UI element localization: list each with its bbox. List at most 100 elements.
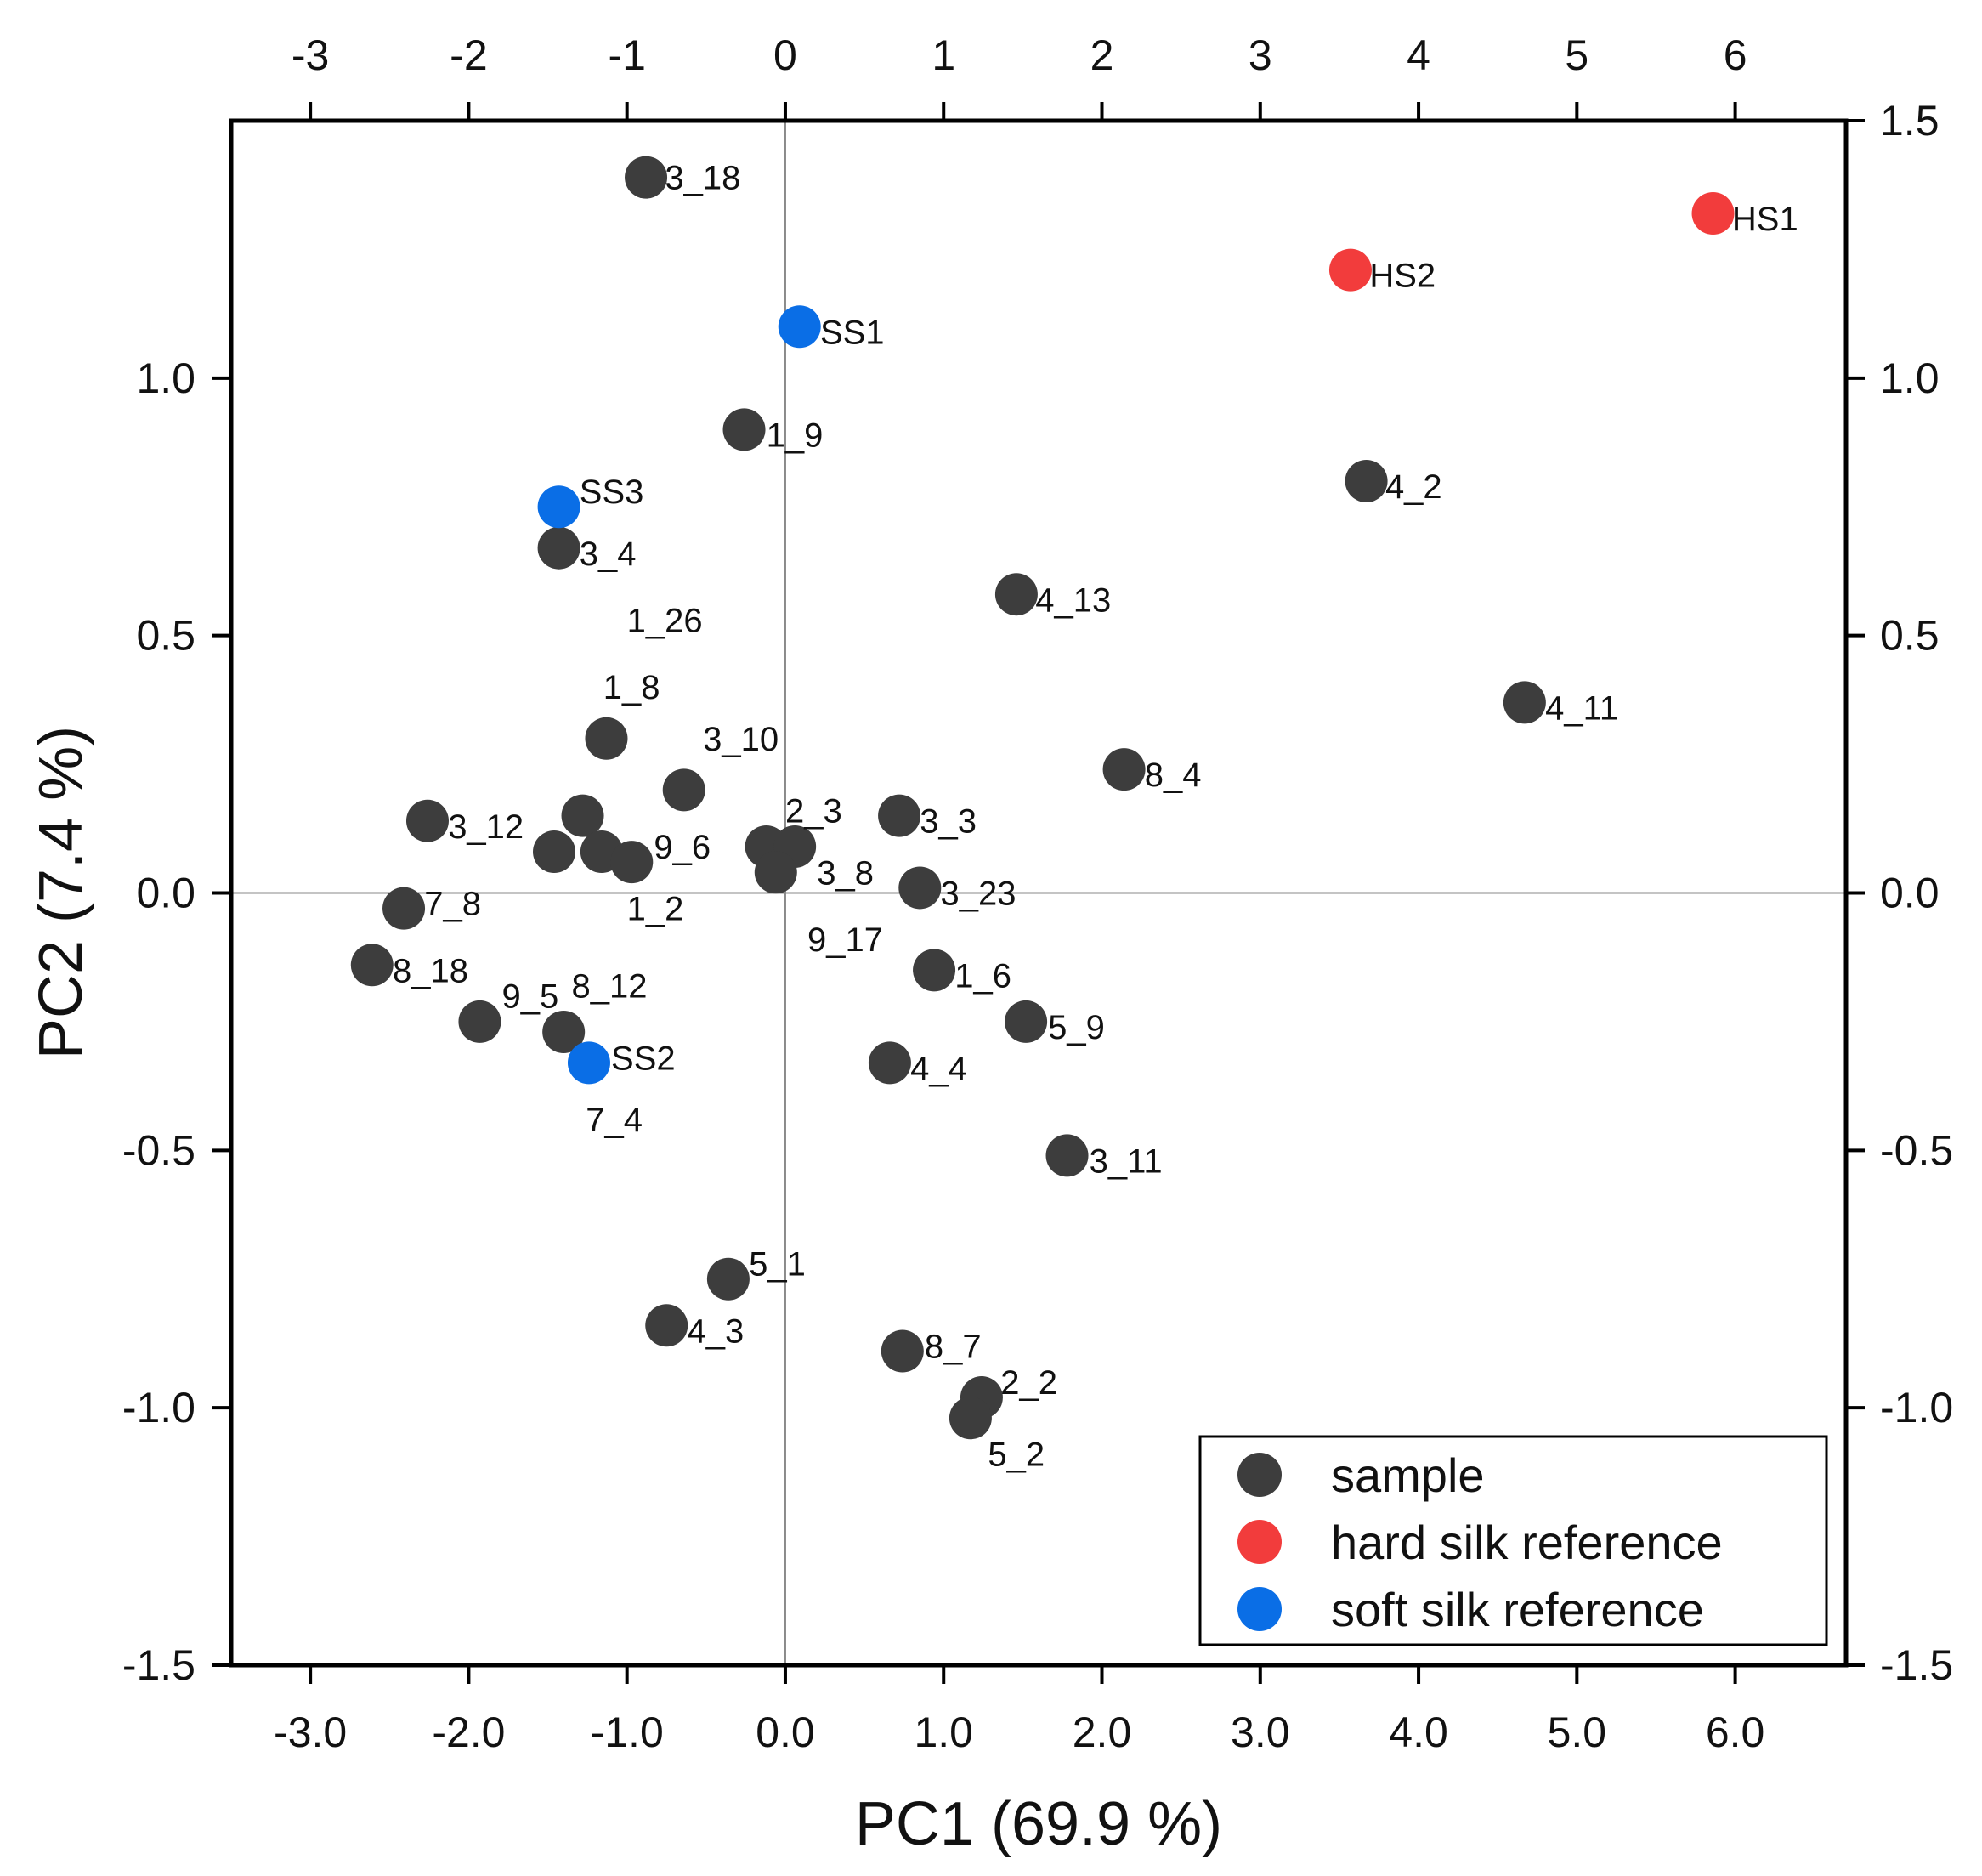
point-label-1_8: 1_8 xyxy=(603,669,660,706)
point-sample-17 xyxy=(458,1000,501,1043)
point-label-3_11: 3_11 xyxy=(1090,1142,1163,1180)
top-tick-label: -3 xyxy=(292,31,329,79)
bottom-tick-label: -3.0 xyxy=(274,1709,347,1756)
point-label-3_10: 3_10 xyxy=(703,721,779,758)
point-sample-27 xyxy=(949,1397,992,1440)
bottom-tick-label: 0.0 xyxy=(756,1709,815,1756)
point-label-4_11: 4_11 xyxy=(1545,689,1618,727)
right-tick-label: -0.5 xyxy=(1880,1126,1953,1174)
legend-label-hard-silk-reference: hard silk reference xyxy=(1331,1516,1723,1569)
axis-ticks xyxy=(212,102,1865,1684)
point-label-9_17: 9_17 xyxy=(807,921,883,959)
point-label-8_4: 8_4 xyxy=(1145,757,1202,794)
top-tick-label: -2 xyxy=(450,31,487,79)
point-label-SS2: SS2 xyxy=(611,1040,676,1077)
top-tick-label: -1 xyxy=(608,31,645,79)
point-sample-4 xyxy=(662,768,705,812)
point-label-5_2: 5_2 xyxy=(988,1437,1045,1474)
bottom-tick-label: 3.0 xyxy=(1231,1709,1290,1756)
top-tick-label: 5 xyxy=(1565,31,1588,79)
point-sample-7 xyxy=(533,830,575,874)
point-sample-19 xyxy=(913,949,956,992)
bottom-tick-label: 5.0 xyxy=(1548,1709,1607,1756)
top-tick-label: 4 xyxy=(1407,31,1430,79)
point-sample-24 xyxy=(645,1304,688,1347)
point-sample-5 xyxy=(405,799,449,842)
point-label-4_4: 4_4 xyxy=(910,1050,967,1087)
right-tick-label: 0.5 xyxy=(1880,612,1940,660)
point-sample-15 xyxy=(382,887,426,930)
top-tick-label: 3 xyxy=(1249,31,1272,79)
point-label-4_13: 4_13 xyxy=(1035,581,1111,619)
point-sample-2 xyxy=(537,526,580,570)
bottom-tick-label: -2.0 xyxy=(432,1709,505,1756)
legend: sample hard silk reference soft silk refer… xyxy=(1198,1435,1828,1646)
top-tick-label: 0 xyxy=(773,31,797,79)
point-sample-12 xyxy=(754,851,797,894)
point-label-8_12: 8_12 xyxy=(571,968,647,1006)
point-label-7_4: 7_4 xyxy=(586,1102,643,1139)
left-tick-label: 0.5 xyxy=(136,612,195,660)
legend-label-sample: sample xyxy=(1331,1448,1485,1502)
point-label-3_18: 3_18 xyxy=(665,160,740,197)
point-sample-31 xyxy=(1102,748,1146,791)
bottom-tick-label: 2.0 xyxy=(1073,1709,1132,1756)
right-tick-label: -1.5 xyxy=(1880,1641,1953,1689)
bottom-tick-label: 1.0 xyxy=(914,1709,973,1756)
point-label-1_26: 1_26 xyxy=(627,602,703,639)
point-label-3_3: 3_3 xyxy=(920,803,977,841)
point-sample-18 xyxy=(542,1011,586,1054)
legend-marker-soft-silk-reference xyxy=(1237,1587,1282,1631)
left-tick-label: 1.0 xyxy=(136,354,195,402)
right-tick-label: 0.0 xyxy=(1880,870,1940,917)
point-label-3_23: 3_23 xyxy=(941,876,1016,913)
point-sample-3 xyxy=(585,717,628,760)
point-sample-6 xyxy=(561,794,604,837)
point-label-3_8: 3_8 xyxy=(817,854,874,892)
point-labels: 3_18 HS1 HS2 SS1 1_9 4_2 SS3 3_4 4_13 1_26 4_11 1_8… xyxy=(393,160,1798,1474)
point-sample-20 xyxy=(1005,1000,1048,1043)
point-sample-1 xyxy=(722,408,766,451)
bottom-tick-label: 6.0 xyxy=(1706,1709,1765,1756)
top-tick-label: 1 xyxy=(932,31,955,79)
point-label-SS1: SS1 xyxy=(820,314,885,351)
point-label-2_3: 2_3 xyxy=(785,793,842,830)
zero-reference-lines xyxy=(231,121,1846,1665)
point-sample-21 xyxy=(868,1041,911,1085)
point-sample-30 xyxy=(1503,681,1546,724)
right-tick-label: 1.5 xyxy=(1880,97,1940,145)
point-sample-22 xyxy=(1045,1134,1089,1177)
point-label-3_4: 3_4 xyxy=(580,536,637,573)
point-label-4_3: 4_3 xyxy=(687,1312,744,1350)
right-tick-label: 1.0 xyxy=(1880,354,1940,402)
point-label-7_8: 7_8 xyxy=(424,886,481,923)
point-label-3_12: 3_12 xyxy=(448,808,524,846)
left-tick-label: 0.0 xyxy=(136,870,195,917)
axis-tick-labels: -3.0 -2.0 -1.0 0.0 1.0 2.0 3.0 4.0 5.0 6.0 -3 -2 -1 0… xyxy=(122,31,1953,1756)
data-points xyxy=(350,156,1735,1440)
point-soft-silk-reference-0 xyxy=(778,305,821,349)
point-sample-25 xyxy=(881,1329,924,1373)
point-label-1_6: 1_6 xyxy=(954,957,1011,995)
legend-box xyxy=(1198,1435,1828,1646)
point-sample-29 xyxy=(1345,459,1388,502)
top-tick-label: 6 xyxy=(1724,31,1747,79)
legend-label-soft-silk-reference: soft silk reference xyxy=(1331,1583,1704,1636)
left-tick-label: -1.0 xyxy=(122,1384,195,1431)
point-soft-silk-reference-2 xyxy=(567,1041,610,1085)
point-sample-23 xyxy=(706,1257,750,1301)
point-sample-0 xyxy=(625,156,668,199)
point-sample-16 xyxy=(350,944,394,987)
point-label-HS2: HS2 xyxy=(1369,258,1436,295)
point-label-9_5: 9_5 xyxy=(502,978,559,1016)
point-sample-28 xyxy=(994,573,1038,616)
point-hard-silk-reference-1 xyxy=(1328,248,1372,292)
legend-marker-hard-silk-reference xyxy=(1237,1520,1282,1564)
y-axis-title: PC2 (7.4 %) xyxy=(27,726,95,1059)
top-tick-label: 2 xyxy=(1090,31,1114,79)
point-label-5_1: 5_1 xyxy=(749,1246,806,1284)
legend-marker-sample xyxy=(1237,1453,1282,1497)
point-label-4_2: 4_2 xyxy=(1385,468,1442,506)
point-label-8_18: 8_18 xyxy=(393,952,468,989)
